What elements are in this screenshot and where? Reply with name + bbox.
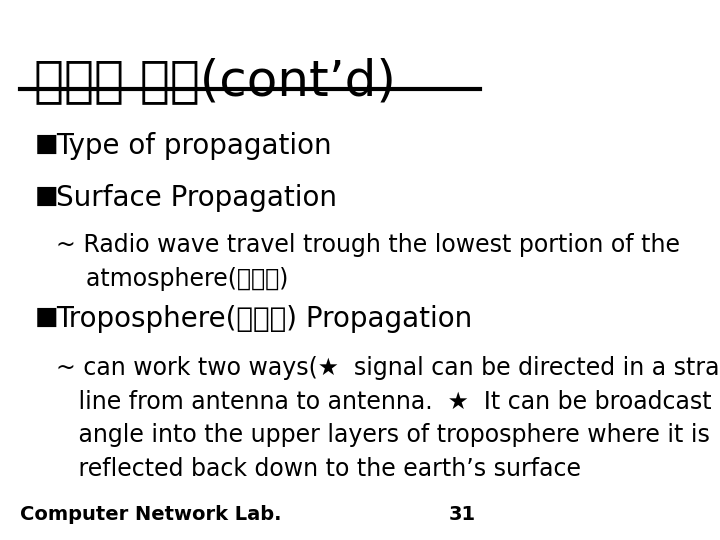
Text: Type of propagation: Type of propagation <box>56 132 332 160</box>
Text: Computer Network Lab.: Computer Network Lab. <box>19 505 281 524</box>
Text: ■: ■ <box>35 184 58 207</box>
Text: Troposphere(대류권) Propagation: Troposphere(대류권) Propagation <box>56 305 472 333</box>
Text: Surface Propagation: Surface Propagation <box>56 184 338 212</box>
Text: ■: ■ <box>35 132 58 156</box>
Text: 비유도 매체(cont’d): 비유도 매체(cont’d) <box>35 57 396 105</box>
Text: ~ can work two ways(★  signal can be directed in a straight
   line from antenna: ~ can work two ways(★ signal can be dire… <box>56 356 720 481</box>
Text: ~ Radio wave travel trough the lowest portion of the
    atmosphere(대기권): ~ Radio wave travel trough the lowest po… <box>56 233 680 291</box>
Text: ■: ■ <box>35 305 58 329</box>
Text: 31: 31 <box>449 505 475 524</box>
